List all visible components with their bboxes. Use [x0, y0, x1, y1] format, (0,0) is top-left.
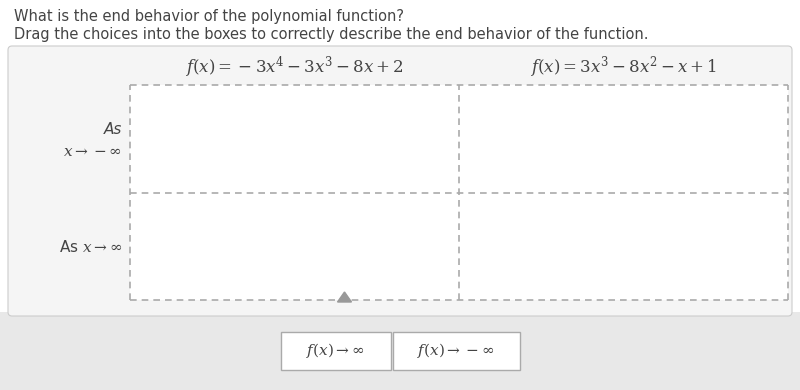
- Polygon shape: [338, 292, 351, 302]
- Text: $f(x) = 3x^3 - 8x^2 - x + 1$: $f(x) = 3x^3 - 8x^2 - x + 1$: [530, 54, 717, 80]
- Text: As $x \rightarrow \infty$: As $x \rightarrow \infty$: [58, 239, 122, 255]
- Text: $f(x) \rightarrow -\infty$: $f(x) \rightarrow -\infty$: [418, 342, 494, 360]
- Text: What is the end behavior of the polynomial function?: What is the end behavior of the polynomi…: [14, 9, 404, 24]
- Bar: [130, 85, 788, 300]
- Text: As: As: [104, 122, 122, 136]
- Text: $f(x) \rightarrow \infty$: $f(x) \rightarrow \infty$: [306, 342, 365, 360]
- FancyBboxPatch shape: [8, 46, 792, 316]
- FancyBboxPatch shape: [393, 332, 519, 370]
- Text: Drag the choices into the boxes to correctly describe the end behavior of the fu: Drag the choices into the boxes to corre…: [14, 27, 649, 42]
- FancyBboxPatch shape: [281, 332, 390, 370]
- Text: $x \rightarrow -\infty$: $x \rightarrow -\infty$: [63, 144, 122, 158]
- Bar: [0, 312, 800, 390]
- Text: $f(x) = -3x^4 - 3x^3 - 8x + 2$: $f(x) = -3x^4 - 3x^3 - 8x + 2$: [185, 54, 404, 80]
